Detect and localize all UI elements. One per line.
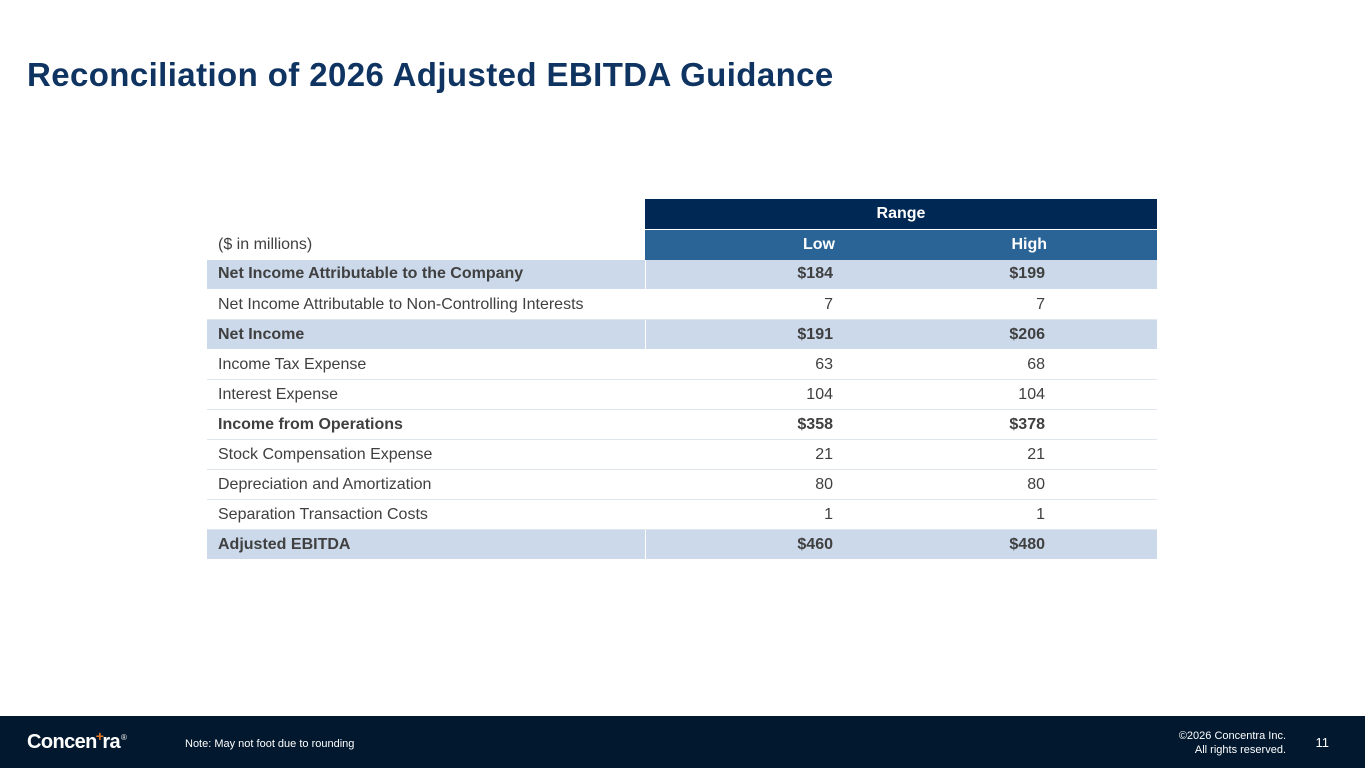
table-row: Interest Expense 104 104	[207, 379, 1157, 410]
high-value: $480	[901, 529, 1157, 560]
low-value: $460	[645, 529, 901, 560]
row-label: Depreciation and Amortization	[207, 469, 645, 500]
high-value: 7	[901, 289, 1157, 320]
low-value: $358	[645, 409, 901, 440]
row-label: Adjusted EBITDA	[207, 529, 646, 560]
copyright: ©2026 Concentra Inc. All rights reserved…	[1179, 729, 1286, 757]
high-value: $199	[901, 259, 1157, 290]
table-row: Stock Compensation Expense 21 21	[207, 439, 1157, 470]
concentra-logo: Concen+ra®	[27, 728, 127, 754]
table-row: Net Income Attributable to Non-Controlli…	[207, 289, 1157, 320]
high-column-header: High	[901, 229, 1157, 260]
low-value: $184	[645, 259, 901, 290]
high-value: $206	[901, 319, 1157, 350]
high-value: 80	[901, 469, 1157, 500]
footer-bar: Concen+ra® Note: May not foot due to rou…	[0, 716, 1365, 768]
row-label: Separation Transaction Costs	[207, 499, 645, 530]
logo-text-part1: Concen	[27, 731, 97, 753]
range-header: Range	[645, 199, 1157, 230]
table-row: Separation Transaction Costs 1 1	[207, 499, 1157, 530]
low-value: 1	[645, 499, 901, 530]
empty-header-cell	[207, 199, 645, 230]
row-label: Net Income	[207, 319, 646, 350]
high-value: 104	[901, 379, 1157, 410]
row-label: Income Tax Expense	[207, 349, 645, 380]
reconciliation-table: Range ($ in millions) Low High Net Incom…	[207, 199, 1157, 560]
high-value: $378	[901, 409, 1157, 440]
page-number: 11	[1315, 735, 1330, 750]
table-row: Net Income $191 $206	[207, 319, 1157, 350]
range-header-row: Range	[207, 199, 1157, 230]
page-title: Reconciliation of 2026 Adjusted EBITDA G…	[27, 56, 834, 93]
logo-text-part2: ra	[102, 731, 121, 753]
units-label: ($ in millions)	[218, 235, 313, 253]
low-value: 7	[645, 289, 901, 320]
low-value: $191	[645, 319, 901, 350]
low-value: 104	[645, 379, 901, 410]
low-value: 63	[645, 349, 901, 380]
row-label: Income from Operations	[207, 409, 645, 440]
high-value: 1	[901, 499, 1157, 530]
table-row: Depreciation and Amortization 80 80	[207, 469, 1157, 500]
table-row: Net Income Attributable to the Company $…	[207, 259, 1157, 290]
high-value: 21	[901, 439, 1157, 470]
table-row: Income from Operations $358 $378	[207, 409, 1157, 440]
low-column-header: Low	[645, 229, 901, 260]
low-value: 80	[645, 469, 901, 500]
table-row: Adjusted EBITDA $460 $480	[207, 529, 1157, 560]
row-label: Net Income Attributable to Non-Controlli…	[207, 289, 645, 320]
column-header-row: ($ in millions) Low High	[207, 229, 1157, 260]
copyright-line-1: ©2026 Concentra Inc.	[1178, 730, 1286, 742]
row-label: Stock Compensation Expense	[207, 439, 645, 470]
table-row: Income Tax Expense 63 68	[207, 349, 1157, 380]
row-label: Net Income Attributable to the Company	[207, 259, 646, 290]
high-value: 68	[901, 349, 1157, 380]
logo-plus-mark: +	[95, 728, 104, 744]
row-label: Interest Expense	[207, 379, 645, 410]
footnote: Note: May not foot due to rounding	[185, 738, 355, 750]
logo-registered-mark: ®	[121, 733, 127, 742]
low-value: 21	[645, 439, 901, 470]
copyright-line-2: All rights reserved.	[1194, 744, 1286, 756]
